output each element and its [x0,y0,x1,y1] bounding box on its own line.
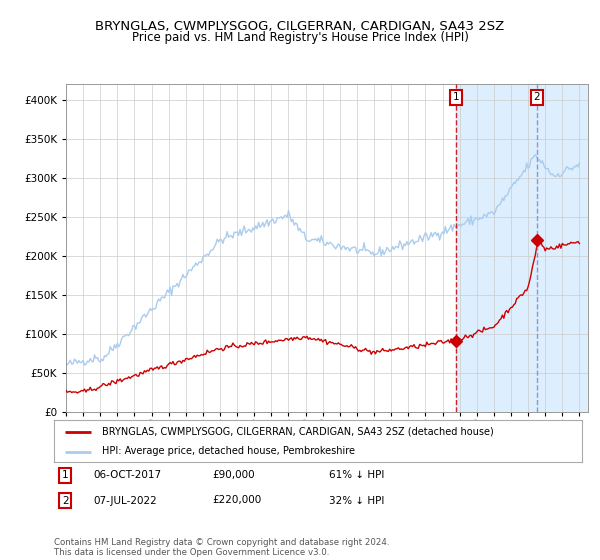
Text: Contains HM Land Registry data © Crown copyright and database right 2024.
This d: Contains HM Land Registry data © Crown c… [54,538,389,557]
Text: 1: 1 [62,470,68,480]
Text: 61% ↓ HPI: 61% ↓ HPI [329,470,384,480]
Text: BRYNGLAS, CWMPLYSGOG, CILGERRAN, CARDIGAN, SA43 2SZ (detached house): BRYNGLAS, CWMPLYSGOG, CILGERRAN, CARDIGA… [101,427,493,437]
Text: £90,000: £90,000 [212,470,255,480]
Text: 2: 2 [62,496,68,506]
Text: 07-JUL-2022: 07-JUL-2022 [94,496,157,506]
Text: 1: 1 [452,92,459,102]
Text: 06-OCT-2017: 06-OCT-2017 [94,470,162,480]
Text: HPI: Average price, detached house, Pembrokeshire: HPI: Average price, detached house, Pemb… [101,446,355,456]
Text: 2: 2 [533,92,541,102]
Text: £220,000: £220,000 [212,496,262,506]
Bar [456,84,588,412]
Text: 32% ↓ HPI: 32% ↓ HPI [329,496,384,506]
Text: BRYNGLAS, CWMPLYSGOG, CILGERRAN, CARDIGAN, SA43 2SZ: BRYNGLAS, CWMPLYSGOG, CILGERRAN, CARDIGA… [95,20,505,32]
Text: Price paid vs. HM Land Registry's House Price Index (HPI): Price paid vs. HM Land Registry's House … [131,31,469,44]
